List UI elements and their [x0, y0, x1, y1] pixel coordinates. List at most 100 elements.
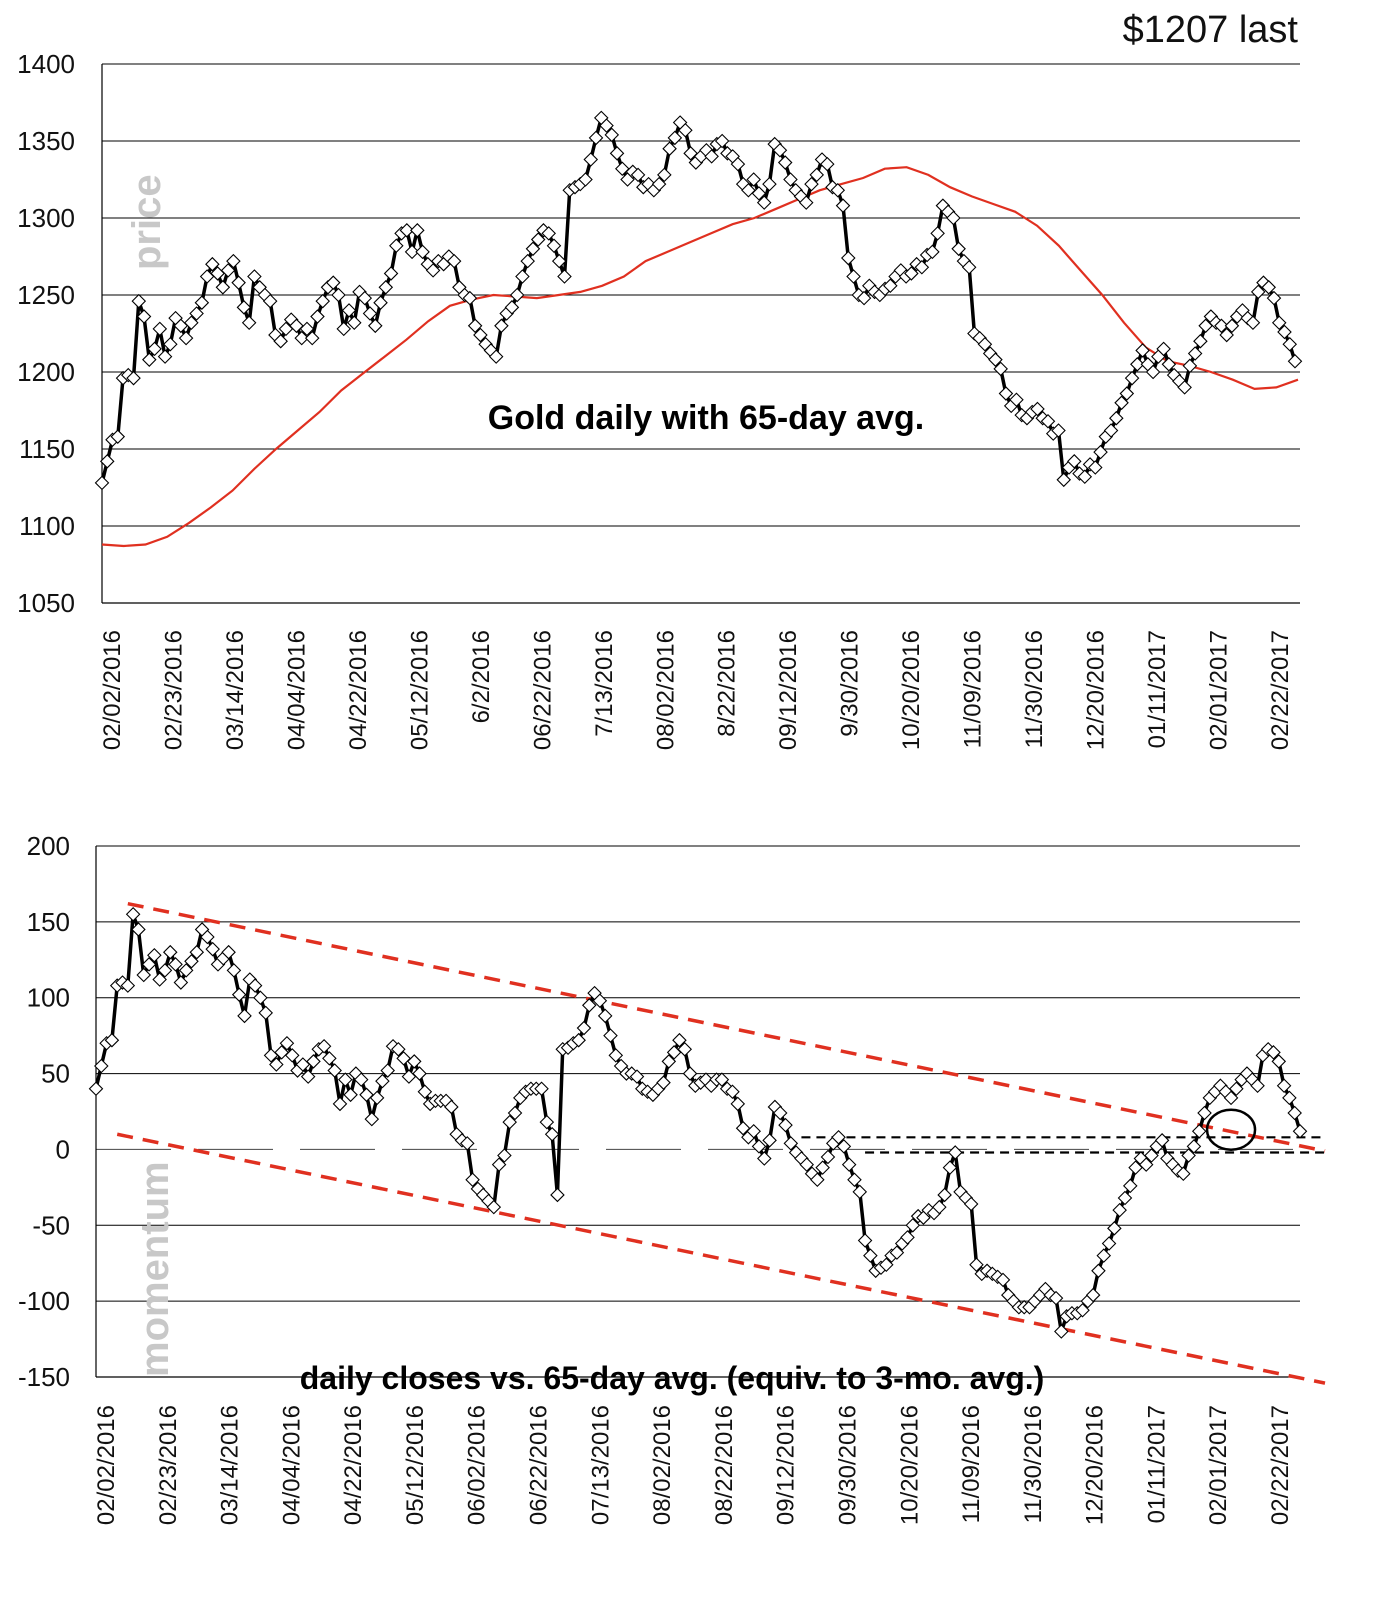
- data-point: [504, 300, 520, 315]
- data-point: [226, 963, 242, 978]
- data-point: [88, 1081, 104, 1097]
- data-point: [520, 253, 535, 269]
- data-point: [410, 223, 425, 238]
- data-point: [836, 1139, 852, 1154]
- data-point: [534, 1081, 549, 1097]
- data-point: [581, 998, 597, 1013]
- data-point: [502, 1114, 517, 1130]
- data-point: [322, 1051, 337, 1066]
- data-point: [346, 315, 362, 330]
- data-point: [1271, 315, 1287, 330]
- data-point: [274, 1045, 289, 1060]
- data-point: [961, 260, 977, 275]
- data-point: [914, 260, 930, 275]
- data-point: [507, 1105, 523, 1121]
- x-tick-label: 10/20/2016: [896, 1405, 923, 1525]
- data-point: [509, 287, 525, 303]
- data-point: [1124, 370, 1140, 386]
- data-point: [247, 269, 262, 284]
- data-point: [1219, 327, 1234, 343]
- data-point: [751, 186, 767, 201]
- data-point: [772, 142, 788, 158]
- data-point: [841, 1157, 857, 1172]
- data-point: [900, 1230, 915, 1245]
- data-point: [557, 269, 572, 284]
- x-tick-label: 04/04/2016: [283, 630, 310, 750]
- data-point: [152, 321, 168, 337]
- y-tick-label: 150: [27, 907, 70, 937]
- x-tick-label: 04/22/2016: [345, 630, 372, 750]
- data-point: [1075, 1302, 1090, 1318]
- data-point: [284, 1048, 300, 1063]
- x-tick-label: 11/30/2016: [1021, 630, 1048, 748]
- x-tick-label: 04/04/2016: [278, 1405, 305, 1525]
- data-point: [152, 972, 167, 987]
- x-tick-label: 11/30/2016: [1020, 1405, 1047, 1523]
- data-point: [136, 309, 152, 324]
- data-point: [141, 957, 157, 972]
- data-point: [820, 1149, 836, 1165]
- data-point: [94, 475, 110, 491]
- data-point: [200, 929, 215, 945]
- y-tick-label: -50: [32, 1210, 70, 1240]
- y-tick-label: 1400: [17, 49, 75, 79]
- x-tick-label: 8/22/2016: [714, 630, 741, 737]
- data-point: [863, 1248, 878, 1263]
- data-point: [300, 1069, 316, 1084]
- data-point: [1138, 1157, 1154, 1172]
- x-tick-label: 03/14/2016: [217, 1405, 244, 1525]
- data-point: [541, 226, 556, 241]
- data-point: [667, 130, 683, 146]
- data-point: [142, 352, 157, 367]
- data-point: [368, 318, 383, 334]
- data-point: [1051, 423, 1066, 438]
- data-point: [651, 176, 667, 192]
- data-point: [184, 315, 199, 330]
- x-tick-label: 01/11/2017: [1143, 1405, 1170, 1523]
- data-point: [799, 1157, 815, 1172]
- data-point: [126, 370, 141, 386]
- price-chart-title: Gold daily with 65-day avg.: [488, 399, 924, 437]
- data-point: [525, 241, 541, 257]
- last-price-label: $1207 last: [1123, 9, 1299, 51]
- data-point: [226, 253, 241, 269]
- data-point: [883, 278, 898, 294]
- data-point: [947, 1145, 963, 1160]
- x-tick-label: 02/02/2016: [99, 630, 126, 750]
- data-point: [937, 1187, 952, 1203]
- crossover-highlight-circle: [1205, 1108, 1257, 1151]
- data-point: [417, 1084, 433, 1100]
- data-point: [963, 1196, 979, 1212]
- data-point: [751, 1139, 767, 1154]
- data-point: [157, 963, 173, 978]
- x-tick-label: 02/23/2016: [160, 630, 187, 750]
- data-point: [704, 149, 719, 164]
- data-point: [599, 118, 614, 133]
- data-point: [1145, 364, 1161, 380]
- x-tick-label: 11/09/2016: [958, 1405, 985, 1523]
- data-point: [1282, 337, 1298, 352]
- data-point: [762, 1133, 777, 1148]
- data-point: [327, 1063, 342, 1078]
- data-point: [856, 290, 872, 306]
- data-point: [391, 1042, 406, 1057]
- data-point: [1103, 423, 1119, 438]
- data-point: [995, 1272, 1011, 1288]
- data-point: [1292, 1123, 1308, 1139]
- data-point: [783, 172, 798, 187]
- data-point: [778, 1117, 793, 1133]
- y-tick-label: 1200: [17, 357, 75, 387]
- momentum-y-tick-labels: -150 -100 -50 0 50 100 150 200: [18, 831, 70, 1392]
- data-point: [830, 183, 846, 198]
- data-point: [988, 352, 1003, 367]
- data-point: [544, 1126, 560, 1142]
- data-point: [777, 155, 793, 170]
- data-point: [205, 941, 220, 957]
- data-point: [905, 1218, 921, 1233]
- data-point: [1287, 353, 1303, 369]
- data-point: [1107, 1221, 1122, 1236]
- data-point: [131, 293, 147, 309]
- y-tick-label: 1050: [17, 588, 75, 618]
- price-watermark: price: [125, 174, 169, 270]
- data-point: [306, 1054, 321, 1069]
